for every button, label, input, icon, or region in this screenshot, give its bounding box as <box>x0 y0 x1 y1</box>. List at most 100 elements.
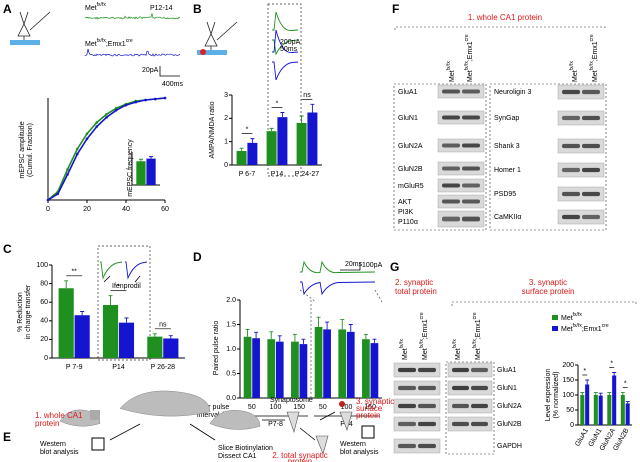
arrows <box>109 411 336 441</box>
error-bar <box>277 335 282 342</box>
diagram-label: Western <box>340 441 366 448</box>
trace <box>84 13 181 20</box>
genotype-part: Met <box>475 348 482 360</box>
blot-band <box>398 367 416 373</box>
blot-band <box>582 214 600 220</box>
y-tick-label: 200 <box>562 362 574 369</box>
genotype-label: Metfx/fx <box>446 61 456 82</box>
protein-label: GluN1 <box>398 115 418 122</box>
blot-band <box>418 367 436 373</box>
bar <box>346 331 355 398</box>
slice-piece <box>90 410 100 420</box>
blot-strip <box>557 84 605 100</box>
blot-band <box>471 367 488 373</box>
genotype-part: fx/fx <box>472 339 478 349</box>
blot-strip <box>393 380 441 396</box>
protein-label: PSD95 <box>494 191 516 198</box>
x-tick-label: P14 <box>271 171 284 178</box>
error-bar <box>585 379 590 385</box>
scale-label: 20pA <box>142 67 159 74</box>
error-bar <box>625 401 630 404</box>
x-tick-label: 100 <box>270 404 282 411</box>
y-tick-label: 20 <box>40 336 48 343</box>
genotype-part: cre <box>602 323 609 329</box>
error-bar <box>152 333 157 337</box>
y-tick-label: 60 <box>40 299 48 306</box>
stim-electrode <box>200 49 206 55</box>
point <box>75 152 79 156</box>
x-tick-label: 40 <box>122 206 130 213</box>
bar <box>118 322 135 358</box>
diagram-label: blot analysis <box>40 449 79 456</box>
y-tick-label: 100 <box>36 262 48 269</box>
diagram-label: surface <box>356 404 383 413</box>
y-tick-label: 0.5 <box>226 370 236 377</box>
blot-strip <box>393 416 441 432</box>
y-tick-label: 0 <box>44 355 48 362</box>
point <box>66 168 69 171</box>
diagram-label: blot analysis <box>340 449 379 456</box>
bar <box>338 329 347 398</box>
panel-label: C <box>3 242 12 256</box>
bar <box>620 395 625 425</box>
blot-strip <box>437 161 485 176</box>
bar <box>607 395 612 425</box>
x-tick-label: 60 <box>161 206 169 213</box>
blot-strip <box>447 380 493 396</box>
bar <box>252 338 260 398</box>
error-bar <box>340 319 345 330</box>
tube <box>286 411 300 434</box>
panel-title: 2. synaptic <box>395 278 433 287</box>
blot-band <box>398 421 416 427</box>
blot-icon <box>91 437 105 451</box>
x-tick-label: P 6-7 <box>239 171 256 178</box>
scale-label: 400ms <box>162 81 184 88</box>
blot-band <box>562 191 580 197</box>
tube <box>339 411 353 431</box>
error-bar <box>301 338 306 345</box>
significance-label: ns <box>159 322 167 329</box>
blot-band <box>418 421 436 427</box>
blot-strip <box>393 438 441 454</box>
electrode <box>29 11 51 31</box>
x-tick-label: 20 <box>83 206 91 213</box>
dashed-box <box>97 245 151 361</box>
blot-strip <box>437 210 485 228</box>
y-axis-label: mEPSC frequency <box>127 139 134 197</box>
bracket <box>451 301 637 306</box>
diagram-label: 1. whole CA1 <box>35 411 83 420</box>
blot-strip <box>557 186 605 202</box>
blot-strip <box>437 178 485 193</box>
genotype-part: fx/fx <box>573 312 583 318</box>
point <box>95 125 99 128</box>
genotype-part: fx/fx <box>97 2 107 8</box>
blot-strip <box>437 84 485 99</box>
significance-label: * <box>624 380 627 387</box>
bar <box>291 341 299 398</box>
diagram-label: Dissect CA1 <box>218 453 257 460</box>
genotype-part: Met <box>561 326 573 333</box>
genotype-part: Met <box>449 70 456 82</box>
error-bar <box>372 338 377 344</box>
dashed-box <box>445 361 495 455</box>
error-bar <box>149 156 154 159</box>
bar <box>585 384 590 425</box>
dashed-link <box>299 289 383 303</box>
point <box>134 100 138 104</box>
protein-label: GluA1 <box>497 367 517 374</box>
bar <box>598 395 603 425</box>
blot-band <box>582 115 600 121</box>
y-axis-label: mEPSC amplitude <box>19 121 26 178</box>
blot-strip <box>557 138 605 154</box>
y-axis-label: % Reduction <box>17 292 24 332</box>
evoked-trace <box>125 261 148 280</box>
x-tick-label: 150 <box>293 404 305 411</box>
bar <box>299 344 308 398</box>
panel-title: 1. whole CA1 protein <box>468 13 542 22</box>
neuron-icon <box>17 11 31 44</box>
bar <box>323 329 331 398</box>
significance-label: * <box>583 368 586 375</box>
error-bar <box>239 147 244 151</box>
y-axis-label: AMPA/NMDA ratio <box>209 101 216 158</box>
bar <box>136 161 146 185</box>
